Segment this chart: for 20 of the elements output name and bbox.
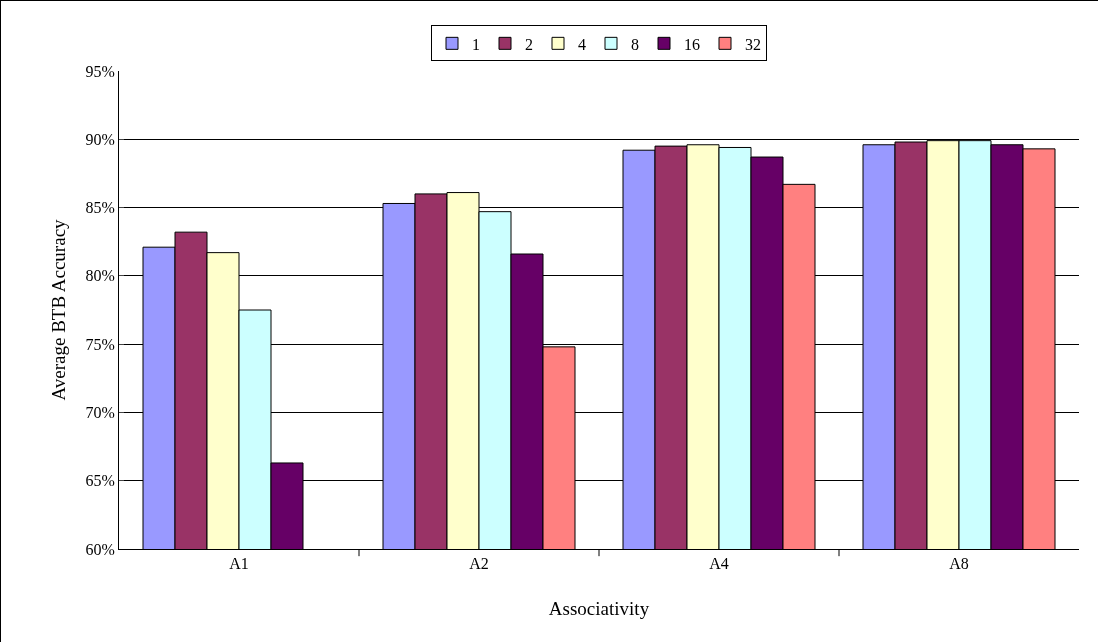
x-tick-label: A4 <box>709 555 729 573</box>
y-tick-label: 90% <box>85 130 115 148</box>
y-tick-label: 60% <box>85 540 115 558</box>
y-tick-label: 65% <box>85 472 115 490</box>
legend-label: 32 <box>745 35 761 53</box>
x-axis-title: Associativity <box>548 598 650 619</box>
x-tick-label: A8 <box>949 555 969 573</box>
legend-label: 4 <box>578 35 586 53</box>
x-tick-label: A2 <box>469 555 489 573</box>
y-tick-label: 75% <box>85 335 115 353</box>
legend-label: 8 <box>631 35 639 53</box>
y-tick-label: 70% <box>85 404 115 422</box>
y-tick-label: 85% <box>85 199 115 217</box>
legend-label: 1 <box>472 35 480 53</box>
legend-label: 2 <box>525 35 533 53</box>
legend-label: 16 <box>684 35 700 53</box>
x-tick-label: A1 <box>229 555 249 573</box>
y-tick-label: 80% <box>85 267 115 285</box>
y-axis-title: Average BTB Accuracy <box>48 218 70 401</box>
y-tick-label: 95% <box>85 62 115 80</box>
